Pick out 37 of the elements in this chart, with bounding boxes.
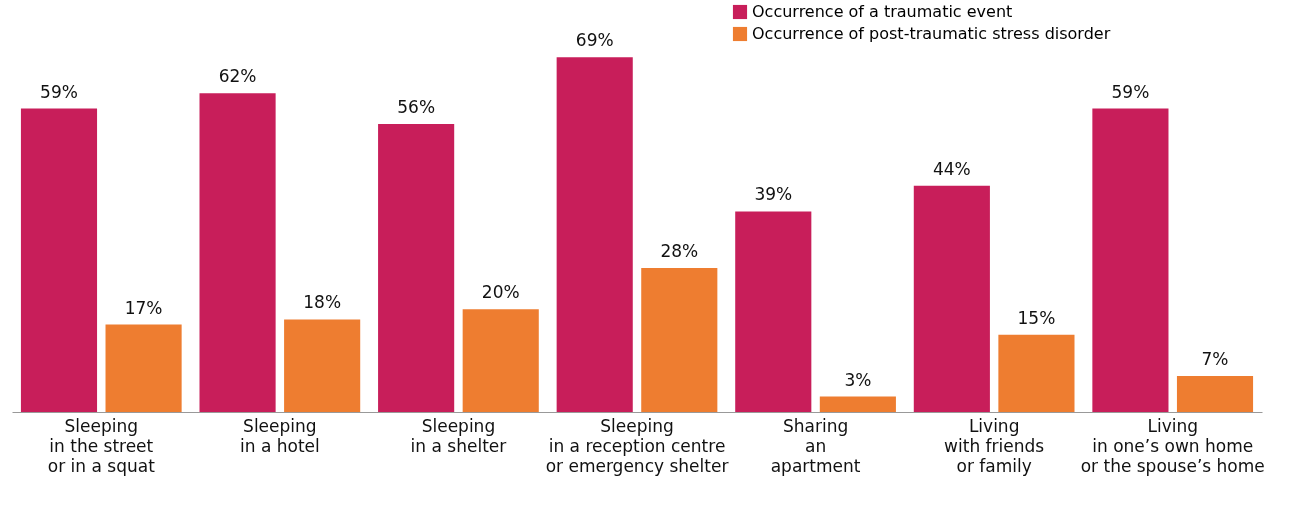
data-label: 18% [303,292,342,313]
x-tick-label: Sleeping in a hotel [239,415,320,456]
bar [998,334,1075,412]
bar [641,268,718,412]
bar [20,108,98,412]
data-label: 56% [397,97,436,117]
x-tick-label: Sleeping in a reception centre or emergency shelter [545,415,729,476]
bar [556,57,633,412]
bar [819,396,896,412]
bar [1092,108,1169,412]
legend-label: Occurrence of a traumatic event [752,2,1013,21]
bar [199,93,276,412]
data-label: 7% [1201,349,1229,369]
legend-label: Occurrence of post-traumatic stress disorder [752,24,1111,43]
data-label: 3% [844,369,872,390]
data-label: 15% [1017,307,1056,328]
bar [105,324,182,412]
data-label: 44% [932,158,971,179]
data-label: 17% [124,297,163,318]
data-label: 59% [1111,81,1150,102]
x-tick-label: Sleeping in a shelter [410,415,507,456]
bar [378,124,455,412]
x-tick-label: Sharing an apartment [770,415,861,476]
data-label: 20% [481,282,520,303]
bar [1176,376,1254,412]
bar [913,185,990,412]
data-label: 39% [754,184,793,205]
data-label: 62% [218,66,257,87]
data-label: 69% [575,30,614,51]
x-tick-label: Living with friends or family [944,415,1045,476]
data-label: 59% [40,81,78,102]
bar [735,211,812,412]
x-tick-label: Sleeping in the street or in a squat [47,415,156,476]
x-tick-label: Living in one’s own home or the spouse’s home [1080,415,1265,476]
bar [462,309,539,412]
bar [284,319,361,412]
data-label: 28% [660,241,699,261]
